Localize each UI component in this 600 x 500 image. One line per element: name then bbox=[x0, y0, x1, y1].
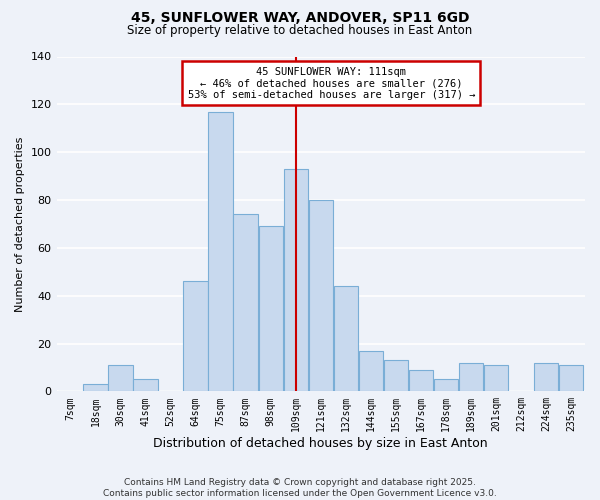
Bar bbox=[559, 365, 583, 392]
Text: Size of property relative to detached houses in East Anton: Size of property relative to detached ho… bbox=[127, 24, 473, 37]
Bar bbox=[133, 380, 158, 392]
Bar bbox=[108, 365, 133, 392]
Bar bbox=[534, 362, 559, 392]
Bar bbox=[384, 360, 408, 392]
Bar bbox=[359, 350, 383, 392]
Bar bbox=[409, 370, 433, 392]
X-axis label: Distribution of detached houses by size in East Anton: Distribution of detached houses by size … bbox=[154, 437, 488, 450]
Bar bbox=[208, 112, 233, 392]
Bar bbox=[434, 380, 458, 392]
Bar bbox=[184, 282, 208, 392]
Bar bbox=[484, 365, 508, 392]
Bar bbox=[284, 169, 308, 392]
Y-axis label: Number of detached properties: Number of detached properties bbox=[15, 136, 25, 312]
Bar bbox=[233, 214, 258, 392]
Bar bbox=[459, 362, 483, 392]
Text: 45, SUNFLOWER WAY, ANDOVER, SP11 6GD: 45, SUNFLOWER WAY, ANDOVER, SP11 6GD bbox=[131, 11, 469, 25]
Bar bbox=[259, 226, 283, 392]
Text: 45 SUNFLOWER WAY: 111sqm
← 46% of detached houses are smaller (276)
53% of semi-: 45 SUNFLOWER WAY: 111sqm ← 46% of detach… bbox=[188, 66, 475, 100]
Bar bbox=[83, 384, 107, 392]
Bar bbox=[334, 286, 358, 392]
Text: Contains HM Land Registry data © Crown copyright and database right 2025.
Contai: Contains HM Land Registry data © Crown c… bbox=[103, 478, 497, 498]
Bar bbox=[308, 200, 333, 392]
